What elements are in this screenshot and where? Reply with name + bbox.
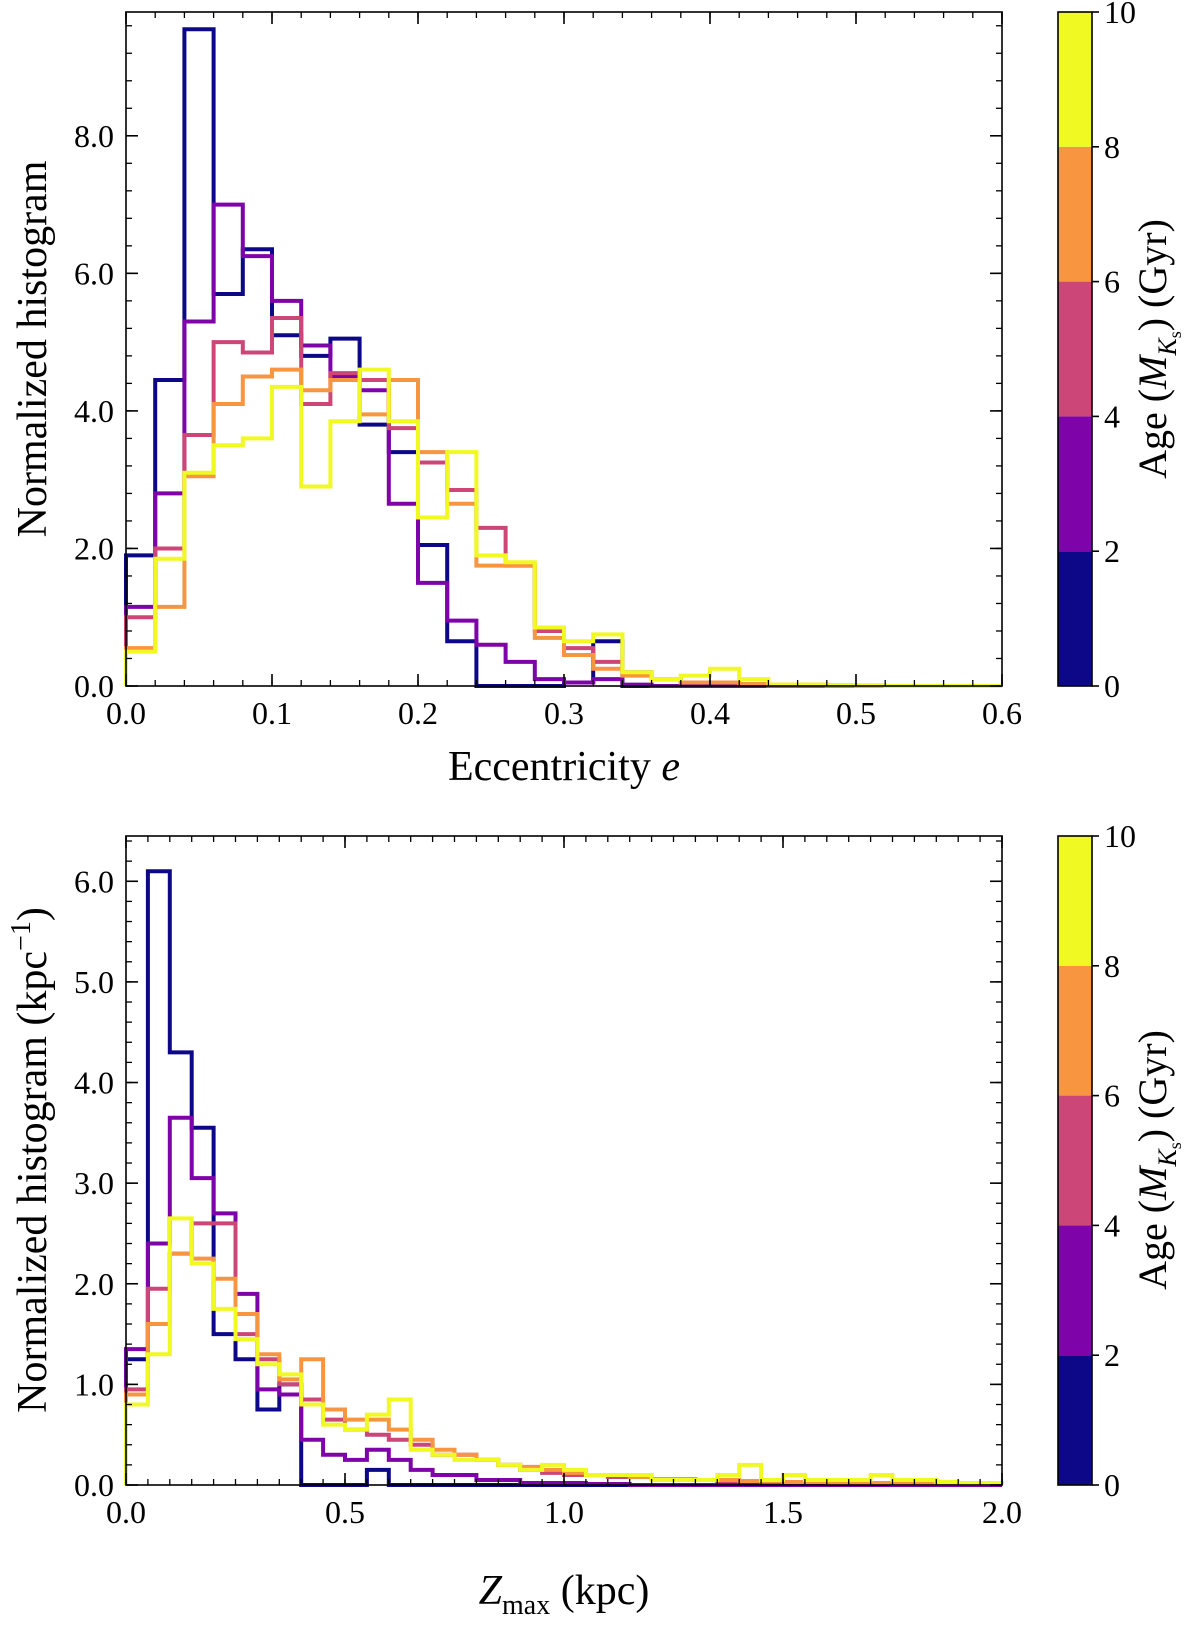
eccentricity-x-tick-label: 0.3 [544, 695, 584, 731]
zmax-colorbar-frame [1057, 835, 1093, 1486]
eccentricity-colorbar-segment [1058, 281, 1092, 417]
zmax-colorbar-tick-label: 6 [1104, 1078, 1120, 1114]
eccentricity-colorbar-tick-label: 6 [1104, 264, 1120, 300]
zmax-colorbar-tick-label: 0 [1104, 1467, 1120, 1503]
eccentricity-y-axis-label: Normalized histogram [10, 160, 56, 537]
eccentricity-colorbar-segment [1058, 551, 1092, 686]
eccentricity-colorbar-tick-label: 10 [1104, 0, 1136, 30]
eccentricity-series-4 [124, 367, 1002, 688]
zmax-colorbar-tick-label: 8 [1104, 948, 1120, 984]
zmax-colorbar-segment [1058, 836, 1092, 966]
zmax-y-tick-label: 1.0 [74, 1366, 114, 1402]
eccentricity-series-layer [124, 27, 1002, 688]
zmax-series-layer [124, 869, 1004, 1487]
eccentricity-y-tick-label: 0.0 [74, 668, 114, 704]
eccentricity-x-tick-label: 0.2 [398, 695, 438, 731]
zmax-series-4 [124, 1216, 1004, 1485]
zmax-histogram-panel: 0.0 0.5 1.0 1.5 2.0 0.0 1.0 2.0 3.0 4.0 5.0 6.0 Zma… [6, 818, 1185, 1621]
eccentricity-x-tick-label: 0.5 [836, 695, 876, 731]
zmax-ticks-layer: 0.0 0.5 1.0 1.5 2.0 0.0 1.0 2.0 3.0 4.0 5.0 6.0 [74, 836, 1022, 1530]
zmax-y-tick-label: 5.0 [74, 964, 114, 1000]
eccentricity-y-tick-label: 6.0 [74, 255, 114, 291]
eccentricity-y-tick-label: 4.0 [74, 393, 114, 429]
eccentricity-colorbar-segment [1058, 416, 1092, 552]
zmax-series-1 [124, 1115, 1002, 1487]
eccentricity-x-tick-label: 0.4 [690, 695, 730, 731]
zmax-colorbar-tick-label: 10 [1104, 818, 1136, 854]
zmax-colorbar-segment [1058, 1095, 1092, 1226]
zmax-x-tick-label: 1.5 [763, 1494, 803, 1530]
zmax-series-0 [124, 869, 1002, 1487]
eccentricity-colorbar-segment [1058, 12, 1092, 147]
eccentricity-colorbar-segment [1058, 146, 1092, 282]
zmax-x-tick-label: 1.0 [544, 1494, 584, 1530]
zmax-x-axis-label: Zmax (kpc) [479, 1568, 650, 1621]
eccentricity-age-colorbar: 0 2 4 6 8 10 [1058, 0, 1136, 704]
zmax-age-colorbar: 0 2 4 6 8 10 [1058, 818, 1136, 1503]
eccentricity-colorbar-label: Age (MKs) (Gyr) [1130, 219, 1185, 479]
eccentricity-x-axis-label: Eccentricity e [448, 744, 680, 790]
zmax-y-tick-label: 6.0 [74, 863, 114, 899]
zmax-x-tick-label: 0.0 [106, 1494, 146, 1530]
zmax-colorbar-tick-label: 2 [1104, 1337, 1120, 1373]
eccentricity-colorbar-tick-label: 8 [1104, 129, 1120, 165]
eccentricity-x-tick-label: 0.6 [982, 695, 1022, 731]
eccentricity-x-tick-label: 0.1 [252, 695, 292, 731]
zmax-y-axis-label: Normalized histogram (kpc−1) [6, 907, 56, 1413]
eccentricity-y-tick-label: 2.0 [74, 530, 114, 566]
zmax-colorbar-segment [1058, 1355, 1092, 1485]
zmax-y-tick-label: 4.0 [74, 1065, 114, 1101]
eccentricity-series-0 [124, 27, 1002, 688]
eccentricity-colorbar-tick-label: 4 [1104, 398, 1120, 434]
zmax-y-tick-label: 2.0 [74, 1266, 114, 1302]
eccentricity-y-tick-label: 8.0 [74, 118, 114, 154]
eccentricity-x-tick-label: 0.0 [106, 695, 146, 731]
zmax-colorbar-segment [1058, 1225, 1092, 1356]
eccentricity-colorbar-tick-label: 2 [1104, 533, 1120, 569]
eccentricity-histogram-panel: 0.0 0.1 0.2 0.3 0.4 0.5 0.6 0.0 2.0 4.0 6.0 8.0 Ecc… [10, 0, 1185, 790]
eccentricity-ticks-layer: 0.0 0.1 0.2 0.3 0.4 0.5 0.6 0.0 2.0 4.0 6.0 8.0 [74, 12, 1022, 731]
eccentricity-colorbar-frame [1057, 11, 1093, 687]
zmax-colorbar-label: Age (MKs) (Gyr) [1130, 1030, 1185, 1290]
zmax-x-tick-label: 2.0 [982, 1494, 1022, 1530]
zmax-y-tick-label: 0.0 [74, 1467, 114, 1503]
zmax-y-tick-label: 3.0 [74, 1165, 114, 1201]
eccentricity-series-1 [124, 202, 1002, 688]
zmax-x-tick-label: 0.5 [325, 1494, 365, 1530]
zmax-colorbar-segment [1058, 965, 1092, 1096]
eccentricity-axes-frame [125, 11, 1003, 687]
zmax-colorbar-tick-label: 4 [1104, 1207, 1120, 1243]
eccentricity-colorbar-tick-label: 0 [1104, 668, 1120, 704]
